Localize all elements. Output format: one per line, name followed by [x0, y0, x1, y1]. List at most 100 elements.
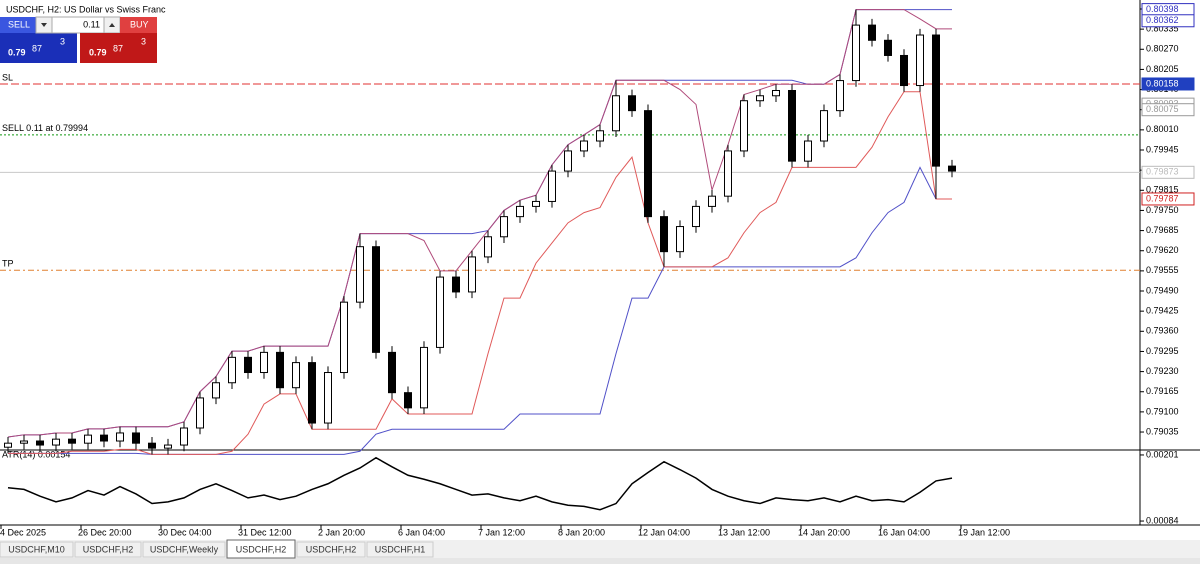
x-tick-label: 16 Jan 04:00 [878, 527, 930, 537]
tab[interactable] [296, 541, 366, 558]
candle-body [756, 95, 764, 102]
y-tick-label: 0.79620 [1146, 245, 1179, 255]
x-tick-label: 12 Jan 04:00 [638, 527, 690, 537]
level-label: SL [2, 72, 13, 82]
price-label-box [1141, 192, 1195, 206]
sell-label[interactable]: SELL [8, 19, 30, 29]
y-tick-label: 0.80335 [1146, 24, 1179, 34]
candle-body [372, 246, 380, 353]
candle-body [836, 80, 844, 112]
y-tick-label: 0.79750 [1146, 205, 1179, 215]
price-label: 0.80075 [1146, 104, 1179, 114]
x-tick-label: 19 Jan 12:00 [958, 527, 1010, 537]
fast-channel-upper [7, 9, 952, 438]
x-tick-label: 14 Jan 20:00 [798, 527, 850, 537]
tab-label[interactable]: USDCHF,H2 [236, 544, 287, 554]
candle-body [68, 438, 76, 444]
candle-body [4, 442, 12, 448]
candle-body [292, 362, 300, 389]
buy-price-prefix: 0.79 [89, 47, 107, 57]
y-tick-label: 0.79815 [1146, 185, 1179, 195]
price-label-box [1141, 165, 1195, 179]
buy-header[interactable] [120, 17, 157, 33]
y-tick-label: 0.80010 [1146, 124, 1179, 134]
x-tick-label: 7 Jan 12:00 [478, 527, 525, 537]
buy-label[interactable]: BUY [130, 19, 149, 29]
y-tick-label: 0.80270 [1146, 44, 1179, 54]
x-tick-label: 8 Jan 20:00 [558, 527, 605, 537]
price-label: 0.79873 [1146, 167, 1179, 177]
up-arrow [109, 23, 115, 27]
x-tick-label: 6 Jan 04:00 [398, 527, 445, 537]
sell-price-prefix: 0.79 [8, 47, 26, 57]
lot-value[interactable]: 0.11 [83, 19, 100, 29]
tab[interactable] [226, 539, 296, 559]
atr-label: ATR(14) 0.00154 [2, 449, 70, 459]
chart-header: USDCHF, H2: US Dollar vs Swiss Franc [6, 4, 166, 14]
tab[interactable] [74, 541, 142, 558]
x-tick-label: 26 Dec 20:00 [78, 527, 132, 537]
tab[interactable] [142, 541, 226, 558]
candle-body [628, 95, 636, 112]
candle-body [532, 200, 540, 207]
y-tick-label: 0.80205 [1146, 64, 1179, 74]
atr-line [7, 456, 953, 511]
sell-header[interactable] [0, 17, 36, 33]
candle-body [820, 110, 828, 142]
tab[interactable] [0, 541, 74, 558]
candle-body [916, 34, 924, 87]
candle-body [660, 216, 668, 253]
candle-body [772, 89, 780, 97]
candle-body [84, 434, 92, 444]
candle-body [20, 440, 28, 444]
y-tick-label: 0.79165 [1146, 386, 1179, 396]
candle-body [804, 140, 812, 162]
candle-body [884, 39, 892, 56]
buy-button[interactable] [80, 33, 157, 63]
y-tick-label: 0.79035 [1146, 426, 1179, 436]
candle-body [308, 362, 316, 424]
candle-body [36, 440, 44, 446]
status-bar [0, 558, 1200, 564]
candle-body [196, 397, 204, 429]
price-label: 0.80158 [1146, 78, 1179, 88]
price-label: 0.80398 [1146, 4, 1179, 14]
fast-channel-lower [8, 91, 952, 455]
tab-label[interactable]: USDCHF,Weekly [150, 544, 219, 554]
candle-body [484, 236, 492, 258]
y-tick-label: 0.79100 [1146, 406, 1179, 416]
x-tick-label: 13 Jan 12:00 [718, 527, 770, 537]
tab-label[interactable]: USDCHF,H2 [306, 544, 357, 554]
x-tick-label: 2 Jan 20:00 [318, 527, 365, 537]
x-tick-label: 31 Dec 12:00 [238, 527, 292, 537]
tab-label[interactable]: USDCHF,M10 [8, 544, 65, 554]
tab-label[interactable]: USDCHF,H1 [375, 544, 426, 554]
x-tick-label: 30 Dec 04:00 [158, 527, 212, 537]
candle-body [260, 351, 268, 374]
tab-label[interactable]: USDCHF,H2 [83, 544, 134, 554]
y-tick-label: 0.79360 [1146, 326, 1179, 336]
candle-body [180, 427, 188, 446]
candle-body [228, 356, 236, 384]
candle-body [452, 276, 460, 293]
tab[interactable] [366, 541, 434, 558]
candle-body [468, 256, 476, 293]
candle-body [548, 170, 556, 202]
candle-body [132, 432, 140, 444]
level-label: SELL 0.11 at 0.79994 [2, 123, 88, 133]
candle-body [788, 89, 796, 162]
candle-body [340, 301, 348, 374]
price-label: 0.80362 [1146, 15, 1179, 25]
y-tick-label: 0.79425 [1146, 306, 1179, 316]
candle-body [100, 434, 108, 442]
price-label: 0.79787 [1146, 193, 1179, 203]
candle-body [580, 140, 588, 152]
candle-body [596, 130, 604, 142]
candle-body [612, 95, 620, 132]
candle-body [948, 165, 956, 172]
y-tick-label: 0.79295 [1146, 346, 1179, 356]
candle-body [868, 24, 876, 41]
atr-tick-label: 0.00084 [1146, 515, 1179, 525]
